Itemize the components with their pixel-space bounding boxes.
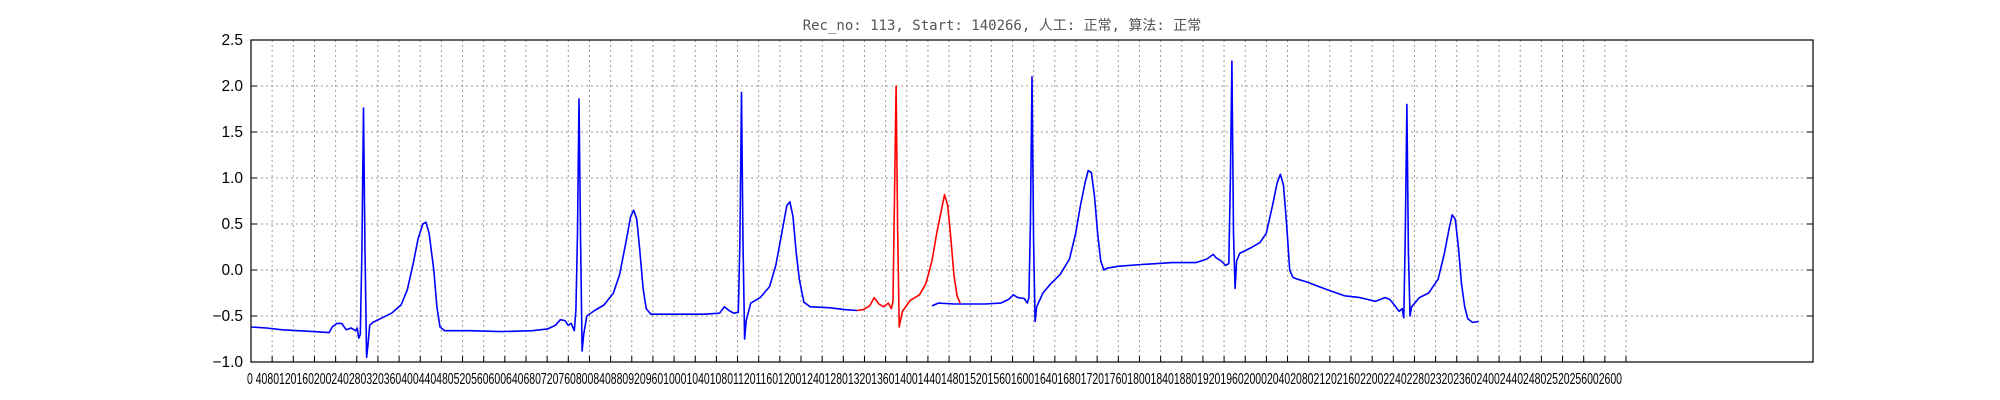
y-tick-label: 2.5 [221,32,243,49]
x-axis-tick-labels: 0 40801201602002402803203604004404805205… [247,371,1622,388]
y-axis: −1.0 −0.5 0.0 0.5 1.0 1.5 2.0 2.5 [212,32,1813,371]
grid-layer [251,40,1813,362]
series-layer [250,60,1479,359]
y-tick-label: 0.5 [221,216,243,233]
y-tick-label: 2.0 [221,78,243,95]
y-tick-label: 1.0 [221,170,243,187]
y-tick-label: −0.5 [212,308,243,325]
chart-title: Rec_no: 113, Start: 140266, 人工: 正常, 算法: … [803,18,1202,34]
ecg-signal-line-1 [931,60,1479,324]
plot-frame [250,39,1814,363]
y-tick-label: −1.0 [212,354,243,371]
y-tick-label: 0.0 [221,262,243,279]
y-tick-label: 1.5 [221,124,243,141]
ecg-signal-line-0 [250,91,858,359]
highlighted-beat-line-0 [856,85,961,328]
